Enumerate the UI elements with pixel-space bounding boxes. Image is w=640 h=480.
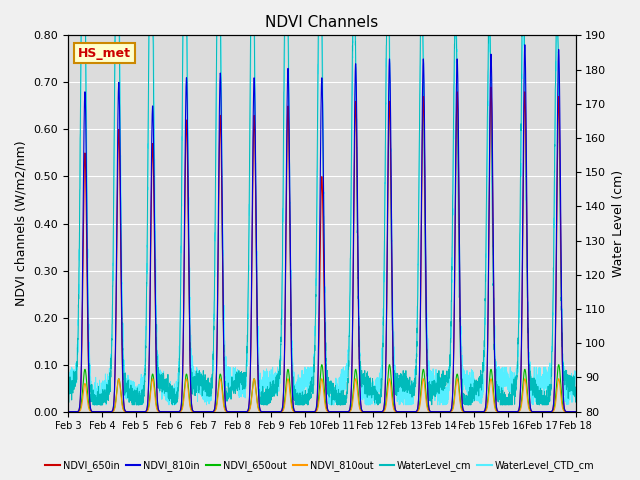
Text: HS_met: HS_met xyxy=(78,47,131,60)
Y-axis label: NDVI channels (W/m2/nm): NDVI channels (W/m2/nm) xyxy=(15,141,28,306)
Title: NDVI Channels: NDVI Channels xyxy=(265,15,378,30)
Y-axis label: Water Level (cm): Water Level (cm) xyxy=(612,170,625,277)
Legend: NDVI_650in, NDVI_810in, NDVI_650out, NDVI_810out, WaterLevel_cm, WaterLevel_CTD_: NDVI_650in, NDVI_810in, NDVI_650out, NDV… xyxy=(42,456,598,475)
